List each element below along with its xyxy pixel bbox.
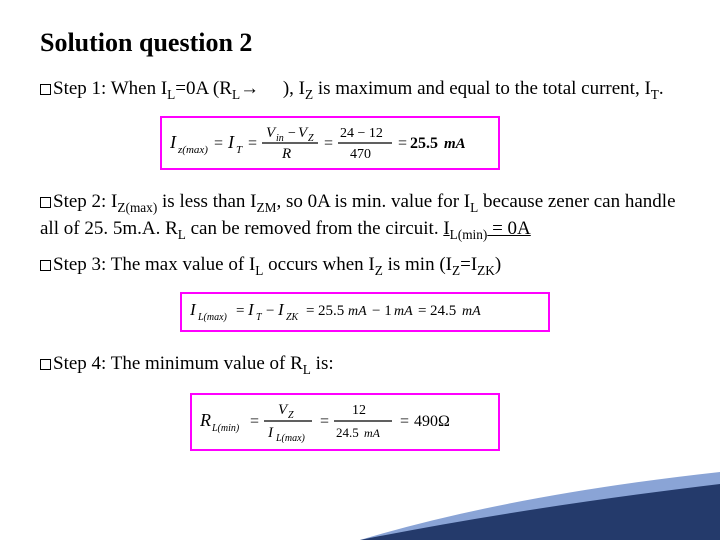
svg-text:Z: Z bbox=[288, 410, 294, 421]
t: is min (I bbox=[383, 254, 452, 275]
bullet-checkbox bbox=[40, 84, 51, 95]
step-2-text: Step 2: IZ(max) is less than IZM, so 0A … bbox=[40, 189, 680, 244]
svg-text:L(max): L(max) bbox=[197, 312, 228, 323]
svg-text:Z: Z bbox=[308, 133, 314, 144]
svg-text:mA: mA bbox=[348, 304, 367, 319]
step-4-text: Step 4: The minimum value of RL is: bbox=[40, 351, 680, 379]
sub: T bbox=[651, 87, 659, 102]
t: ) bbox=[495, 254, 501, 275]
svg-text:=: = bbox=[214, 135, 223, 152]
svg-text:=: = bbox=[398, 135, 407, 152]
bullet-checkbox bbox=[40, 197, 51, 208]
svg-text:=: = bbox=[250, 413, 259, 430]
svg-text:24.5: 24.5 bbox=[430, 303, 456, 319]
t: =I bbox=[460, 254, 477, 275]
sub: Z(max) bbox=[117, 200, 157, 215]
slide-title: Solution question 2 bbox=[40, 28, 680, 58]
svg-text:24 − 12: 24 − 12 bbox=[340, 126, 383, 141]
svg-text:in: in bbox=[276, 133, 284, 144]
t: Step 2: I bbox=[53, 191, 117, 212]
svg-text:z(max): z(max) bbox=[177, 144, 208, 156]
t: =0A (R bbox=[175, 78, 232, 99]
bullet-checkbox bbox=[40, 260, 51, 271]
svg-text:L(min): L(min) bbox=[211, 423, 240, 434]
svg-text:I: I bbox=[170, 132, 177, 152]
svg-text:=: = bbox=[306, 303, 314, 319]
t: ), I bbox=[283, 78, 305, 99]
svg-text:mA: mA bbox=[462, 304, 481, 319]
svg-text:I: I bbox=[247, 300, 255, 319]
sub: L bbox=[232, 87, 240, 102]
svg-text:25.5: 25.5 bbox=[410, 135, 438, 152]
svg-text:24.5: 24.5 bbox=[336, 425, 359, 440]
svg-text:mA: mA bbox=[364, 426, 381, 440]
t: is: bbox=[311, 353, 334, 374]
svg-text:T: T bbox=[236, 144, 243, 156]
t: occurs when I bbox=[263, 254, 374, 275]
step-1-text: Step 1: When IL=0A (RL→ ), IZ is maximum… bbox=[40, 76, 680, 104]
svg-text:=: = bbox=[400, 413, 409, 430]
t: Step 1: When I bbox=[53, 78, 167, 99]
svg-text:R: R bbox=[200, 410, 211, 430]
t: = 0A bbox=[487, 218, 530, 239]
t: Step 4: The minimum value of R bbox=[53, 353, 303, 374]
svg-text:12: 12 bbox=[352, 403, 366, 418]
svg-text:I: I bbox=[267, 425, 274, 441]
t: is less than I bbox=[157, 191, 256, 212]
svg-text:R: R bbox=[281, 146, 291, 162]
svg-text:−: − bbox=[266, 303, 274, 319]
t: can be removed from the circuit. bbox=[186, 218, 443, 239]
svg-text:=: = bbox=[248, 135, 257, 152]
equation-2: I L(max) = I T − I ZK = 25.5 mA − 1 mA =… bbox=[180, 292, 550, 332]
svg-text:490Ω: 490Ω bbox=[414, 413, 450, 430]
svg-text:−: − bbox=[288, 126, 296, 141]
sub: Z bbox=[452, 263, 460, 278]
sub: ZM bbox=[256, 200, 276, 215]
svg-text:T: T bbox=[256, 312, 263, 323]
svg-text:ZK: ZK bbox=[286, 312, 300, 323]
svg-text:I: I bbox=[190, 300, 197, 319]
t: Step 3: The max value of I bbox=[53, 254, 255, 275]
svg-text:I: I bbox=[227, 132, 235, 152]
bullet-checkbox bbox=[40, 359, 51, 370]
svg-text:L(max): L(max) bbox=[275, 433, 306, 443]
svg-text:=: = bbox=[236, 303, 244, 319]
t: , so 0A is min. value for I bbox=[276, 191, 470, 212]
svg-text:=: = bbox=[320, 413, 329, 430]
svg-text:− 1: − 1 bbox=[372, 303, 392, 319]
svg-text:=: = bbox=[324, 135, 333, 152]
svg-text:470: 470 bbox=[350, 147, 371, 162]
t: . bbox=[659, 78, 664, 99]
svg-text:mA: mA bbox=[444, 136, 466, 152]
step-3-text: Step 3: The max value of IL occurs when … bbox=[40, 252, 680, 280]
equation-3: R L(min) = V Z I L(max) = 12 24.5 mA = 4… bbox=[190, 393, 500, 451]
svg-text:25.5: 25.5 bbox=[318, 303, 344, 319]
sub: ZK bbox=[477, 263, 495, 278]
decorative-swoosh bbox=[360, 450, 720, 540]
arrow-inf: → bbox=[240, 78, 283, 99]
svg-text:=: = bbox=[418, 303, 426, 319]
sub: L bbox=[303, 362, 311, 377]
sub: L bbox=[178, 227, 186, 242]
svg-text:I: I bbox=[277, 300, 285, 319]
sub: Z bbox=[305, 87, 313, 102]
sub: L(min) bbox=[450, 227, 488, 242]
t: is maximum and equal to the total curren… bbox=[313, 78, 651, 99]
sub: Z bbox=[375, 263, 383, 278]
svg-text:mA: mA bbox=[394, 304, 413, 319]
equation-1: I z(max) = I T = V in − V Z R = 24 − 12 … bbox=[160, 116, 500, 170]
